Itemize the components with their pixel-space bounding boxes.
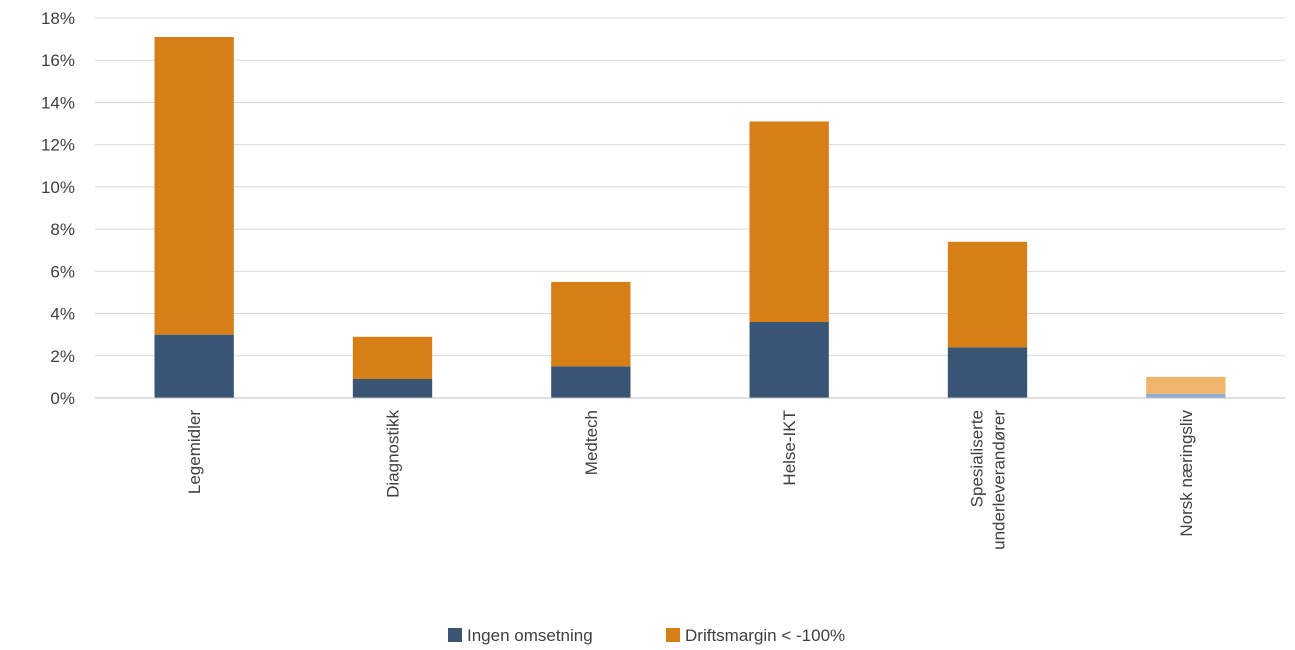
bar-segment [749,322,829,398]
category-label: Helse-IKT [780,410,799,486]
category-label: Norsk næringsliv [1177,410,1196,537]
bar-segment [551,281,631,367]
bar-segment [551,366,631,398]
x-axis-category-labels: Legemidler Diagnostikk Medtech Helse-IKT Spe… [185,410,1196,550]
y-axis-tick-labels: 0% 2% 4% 6% 8% 10% 12% 14% 16% 18% [41,9,75,408]
legend-label-driftsmargin: Driftsmargin < -100% [685,626,845,645]
bars [154,37,1226,398]
gridlines [95,17,1285,357]
category-label: Medtech [582,410,601,475]
y-tick-label: 16% [41,51,75,70]
legend: Ingen omsetning Driftsmargin < -100% [448,626,845,645]
legend-label-ingen-omsetning: Ingen omsetning [467,626,593,645]
category-label: Legemidler [185,410,204,494]
y-tick-label: 14% [41,93,75,112]
bar-segment [1146,376,1226,394]
category-label: Diagnostikk [384,410,403,498]
y-tick-label: 18% [41,9,75,28]
category-label: Spesialiserte [968,410,987,507]
bar-segment [1146,393,1226,398]
bar-segment [154,334,234,398]
y-tick-label: 8% [50,220,75,239]
bar-segment [749,121,829,322]
bar-segment [154,37,234,335]
bar-segment [352,336,433,379]
y-tick-label: 10% [41,178,75,197]
y-tick-label: 0% [50,389,75,408]
bar-segment [947,241,1028,348]
bar-segment [352,379,433,398]
category-label: underleverandører [990,410,1009,550]
y-tick-label: 12% [41,136,75,155]
y-tick-label: 6% [50,262,75,281]
bar-segment [947,347,1028,398]
legend-swatch-ingen-omsetning [448,628,462,642]
y-tick-label: 2% [50,347,75,366]
legend-swatch-driftsmargin [666,628,680,642]
y-tick-label: 4% [50,305,75,324]
